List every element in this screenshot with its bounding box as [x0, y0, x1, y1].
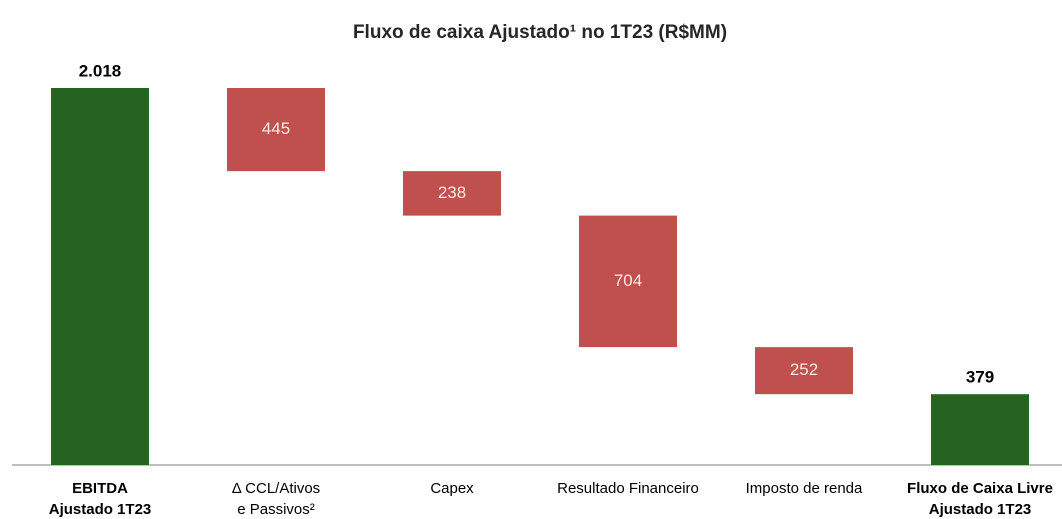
- value-label: 238: [438, 183, 466, 202]
- value-label: 704: [614, 271, 642, 290]
- value-label: 252: [790, 360, 818, 379]
- x-tick-label-line: Capex: [430, 480, 474, 497]
- x-tick-label-line: Ajustado 1T23: [49, 501, 152, 518]
- chart-title: Fluxo de caixa Ajustado¹ no 1T23 (R$MM): [353, 22, 727, 43]
- x-tick-label: Δ CCL/Ativos e Passivos²: [232, 480, 320, 518]
- x-tick-label-line: e Passivos²: [237, 501, 315, 518]
- x-tick-label-line: Fluxo de Caixa Livre: [907, 480, 1053, 497]
- value-label: 379: [966, 368, 994, 387]
- bar: [755, 347, 853, 395]
- bar: [931, 394, 1029, 465]
- x-tick-label-line: Δ CCL/Ativos: [232, 480, 320, 497]
- x-tick-label-line: Resultado Financeiro: [557, 480, 699, 497]
- bar: [403, 171, 501, 216]
- bar: [579, 215, 677, 348]
- x-tick-label: EBITDA Ajustado 1T23: [49, 480, 152, 518]
- x-tick-label-line: EBITDA: [72, 480, 128, 497]
- bar: [51, 88, 149, 465]
- value-label: 2.018: [79, 61, 122, 80]
- x-tick-label-line: Imposto de renda: [746, 480, 863, 497]
- bar: [227, 88, 325, 172]
- x-tick-label: Fluxo de Caixa Livre Ajustado 1T23: [907, 480, 1053, 518]
- value-label: 445: [262, 119, 290, 138]
- x-tick-label-line: Ajustado 1T23: [929, 501, 1032, 518]
- x-tick-label: Imposto de renda: [746, 480, 863, 497]
- x-tick-label: Capex: [430, 480, 474, 497]
- x-tick-label: Resultado Financeiro: [557, 480, 699, 497]
